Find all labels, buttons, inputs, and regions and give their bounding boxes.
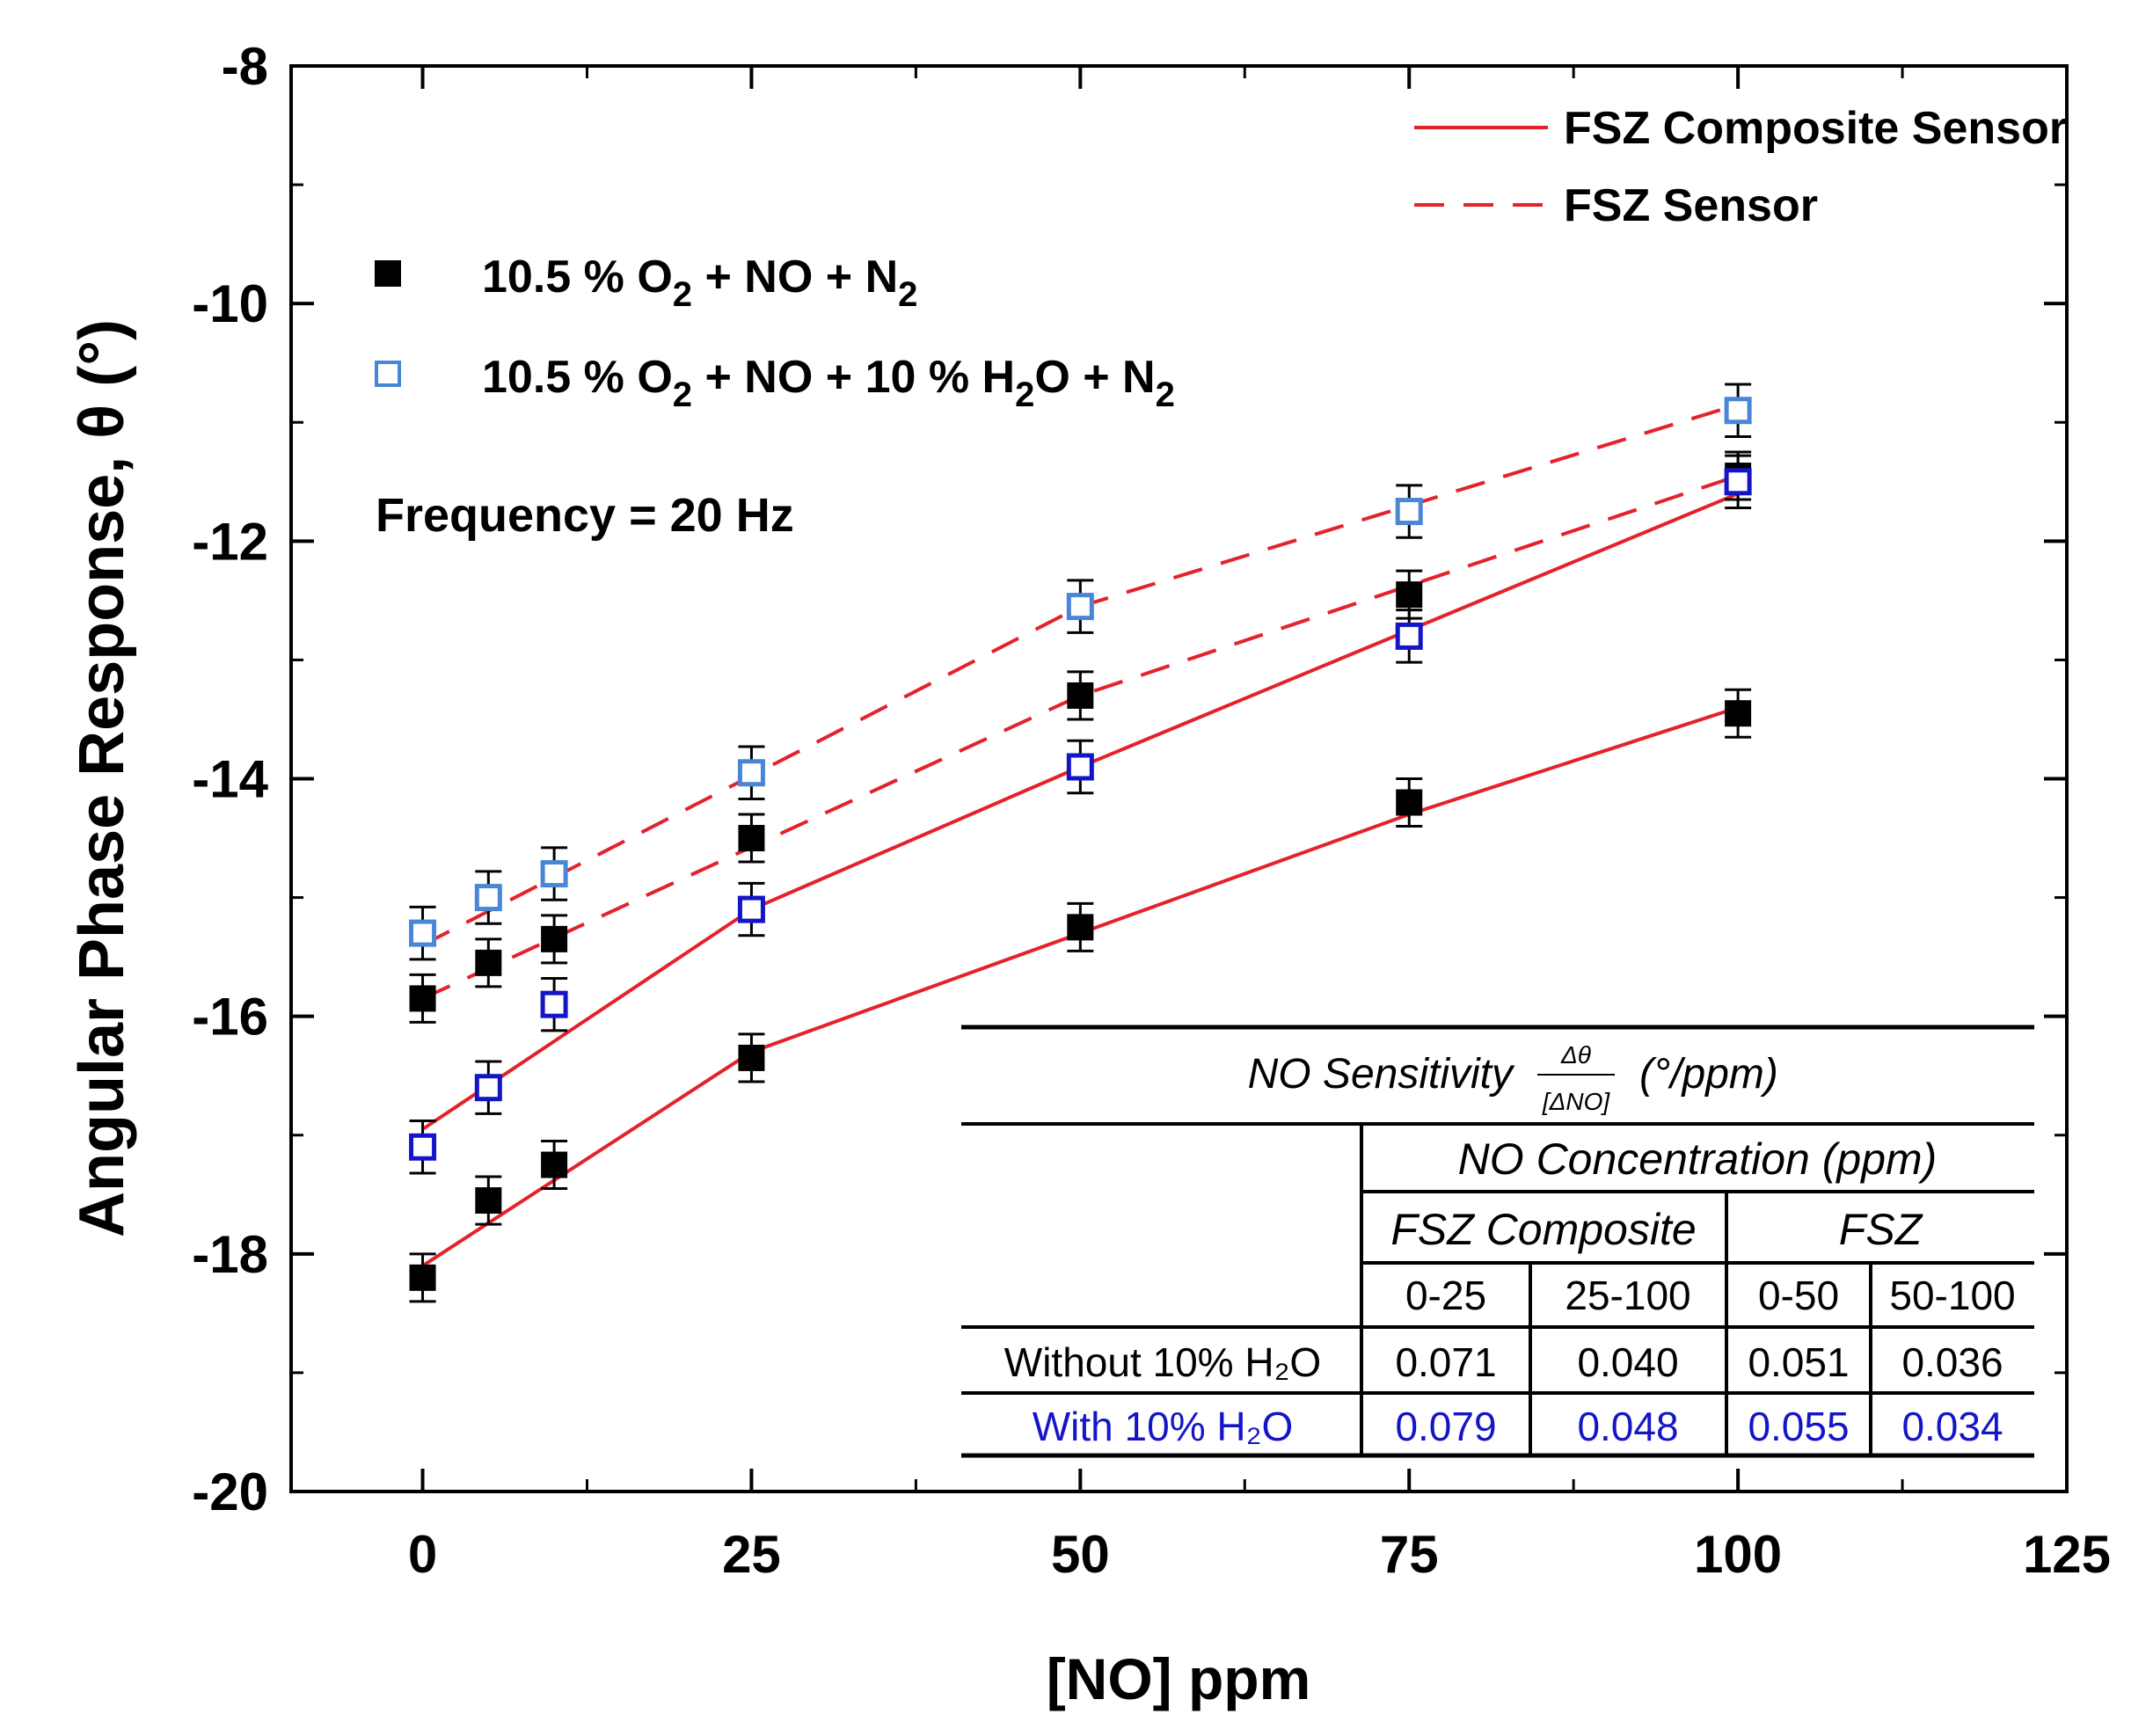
legend-text-part: + NO + 10 % H <box>692 352 1015 403</box>
data-point <box>541 925 568 952</box>
data-point <box>1067 682 1094 709</box>
data-point <box>1725 700 1752 727</box>
legend-text-part: 10.5 % O <box>482 252 673 303</box>
data-point <box>738 825 765 852</box>
legend-filled-square-icon <box>375 260 401 287</box>
data-points <box>409 383 1752 1303</box>
legend-text-part: O + N <box>1034 352 1155 403</box>
fsz-sensor-fit-line <box>421 474 1739 1001</box>
legend-label: FSZ Composite Sensor <box>1564 103 2067 154</box>
legend-text-part: + NO + N <box>692 252 898 303</box>
table-range-header: 25-100 <box>1565 1273 1690 1318</box>
table-title-fraction-denominator: [ΔNO] <box>1542 1088 1611 1115</box>
y-tick-label: -18 <box>192 1225 268 1284</box>
frequency-annotation: Frequency = 20 Hz <box>376 489 794 542</box>
data-point <box>1067 914 1094 941</box>
table-cell: 0.048 <box>1577 1404 1678 1449</box>
data-point <box>1396 581 1423 609</box>
table-cell: 0.034 <box>1901 1404 2003 1449</box>
subscript: 2 <box>673 275 692 314</box>
data-point <box>475 1187 502 1214</box>
data-point <box>540 860 568 888</box>
table-range-header: 0-50 <box>1758 1273 1839 1318</box>
table-range-header: 50-100 <box>1889 1273 2015 1318</box>
x-axis-label: [NO] ppm <box>1047 1646 1311 1711</box>
axis-ticks: 0 25 50 75 100 125 -8 -10 -12 -14 -16 -18 -20 <box>192 37 2111 1584</box>
data-point <box>1395 622 1423 650</box>
data-point <box>474 884 502 912</box>
table-cell: 0.079 <box>1395 1404 1496 1449</box>
table-cell: 0.040 <box>1577 1339 1678 1385</box>
table-sensor-header: FSZ Composite <box>1390 1205 1696 1254</box>
data-point <box>1066 753 1094 781</box>
y-axis-label: Angular Phase Response, θ (°) <box>67 319 137 1237</box>
table-group-header: NO Concentration (ppm) <box>1458 1134 1938 1184</box>
table-title-units: (°/ppm) <box>1639 1051 1778 1098</box>
x-tick-label: 0 <box>408 1525 437 1584</box>
table-row-label: Without 10% H₂O <box>1004 1339 1321 1385</box>
data-point <box>737 895 765 923</box>
data-point <box>409 985 436 1012</box>
data-point <box>738 1044 765 1071</box>
data-point <box>474 1074 502 1102</box>
legend-text-part: 10.5 % O <box>482 352 673 403</box>
x-tick-label: 25 <box>722 1525 781 1584</box>
y-tick-label: -20 <box>192 1462 268 1521</box>
table-cell: 0.051 <box>1748 1339 1849 1385</box>
data-point <box>737 759 765 787</box>
y-tick-label: -16 <box>192 988 268 1047</box>
subscript: 2 <box>673 376 692 414</box>
legend: FSZ Composite Sensor FSZ Sensor 10.5 % O2 … <box>375 103 2067 414</box>
x-tick-label: 50 <box>1051 1525 1110 1584</box>
sensitivity-table: NO Sensitivity Δθ [ΔNO] (°/ppm) NO Concentra… <box>961 1025 2034 1458</box>
data-point <box>1066 593 1094 621</box>
table-title-fraction-numerator: Δθ <box>1560 1041 1591 1069</box>
legend-label: 10.5 % O2 + NO + 10 % H2O + N2 <box>482 352 1175 414</box>
data-point <box>475 949 502 976</box>
table-range-header: 0-25 <box>1405 1273 1486 1318</box>
data-point <box>1724 468 1752 496</box>
x-tick-label: 75 <box>1380 1525 1439 1584</box>
data-point <box>409 1133 437 1161</box>
y-tick-label: -8 <box>222 37 268 96</box>
table-cell: 0.055 <box>1748 1404 1849 1449</box>
y-tick-label: -14 <box>192 750 268 809</box>
x-tick-label: 125 <box>2023 1525 2111 1584</box>
data-point <box>409 1264 436 1291</box>
table-title: NO Sensitivity <box>1248 1051 1515 1098</box>
legend-label: FSZ Sensor <box>1564 180 1818 231</box>
data-point <box>1724 397 1752 425</box>
x-tick-label: 100 <box>1694 1525 1782 1584</box>
subscript: 2 <box>1015 376 1034 414</box>
plot-area <box>289 64 2069 1493</box>
data-point <box>409 919 437 947</box>
data-point <box>1396 789 1423 816</box>
table-cell: 0.036 <box>1901 1339 2003 1385</box>
subscript: 2 <box>1156 376 1175 414</box>
legend-open-square-icon <box>375 361 401 387</box>
table-cell: 0.071 <box>1395 1339 1496 1385</box>
subscript: 2 <box>898 275 917 314</box>
legend-label: 10.5 % O2 + NO + N2 <box>482 252 917 314</box>
table-sensor-header: FSZ <box>1839 1205 1923 1254</box>
data-point <box>540 990 568 1018</box>
y-tick-label: -10 <box>192 274 268 333</box>
data-point <box>541 1151 568 1178</box>
data-point <box>1395 498 1423 526</box>
table-row-label: With 10% H₂O <box>1033 1404 1293 1449</box>
y-tick-label: -12 <box>192 512 268 571</box>
